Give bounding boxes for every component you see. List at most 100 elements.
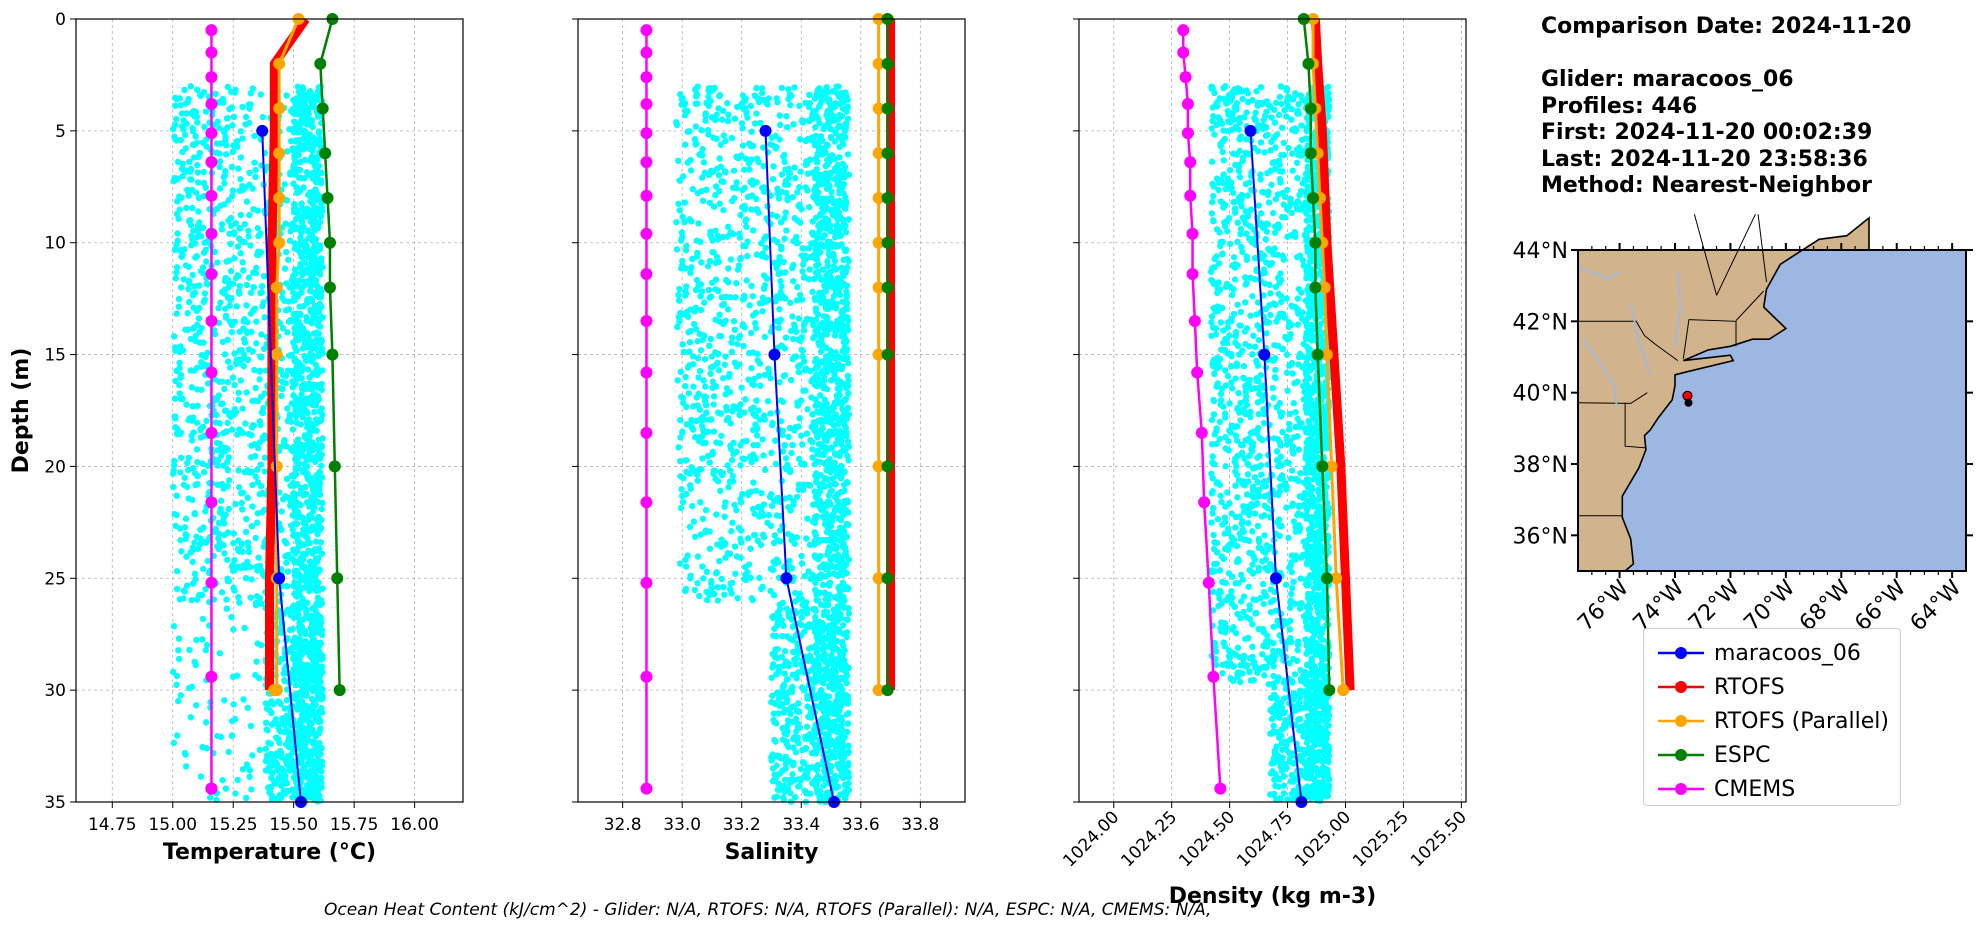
scatter-point — [255, 554, 262, 561]
scatter-point — [690, 383, 697, 390]
scatter-point — [185, 277, 193, 285]
scatter-point — [298, 691, 306, 699]
scatter-point — [216, 650, 224, 657]
scatter-point — [258, 289, 266, 296]
scatter-point — [316, 626, 324, 633]
scatter-point — [203, 258, 210, 265]
scatter-point — [707, 293, 715, 300]
scatter-point — [836, 143, 843, 151]
scatter-point — [296, 166, 304, 174]
scatter-point — [770, 591, 778, 599]
scatter-point — [172, 275, 179, 282]
scatter-point — [312, 768, 319, 775]
scatter-point — [221, 550, 228, 557]
x-tick-label: 15.00 — [148, 815, 197, 835]
scatter-point — [224, 556, 231, 563]
scatter-point — [301, 268, 308, 275]
scatter-point — [216, 124, 223, 132]
scatter-point — [699, 145, 706, 153]
scatter-point — [183, 204, 190, 212]
scatter-point — [729, 230, 737, 238]
scatter-point — [781, 151, 788, 159]
scatter-point — [806, 91, 813, 99]
scatter-point — [795, 368, 802, 376]
scatter-point — [806, 203, 813, 211]
scatter-point — [313, 419, 321, 427]
scatter-point — [183, 110, 190, 117]
scatter-point — [314, 246, 321, 253]
scatter-point — [781, 235, 788, 242]
scatter-point — [291, 355, 298, 362]
scatter-point — [785, 86, 792, 93]
scatter-point — [747, 545, 754, 552]
scatter-point — [787, 101, 794, 109]
scatter-point — [706, 342, 713, 350]
scatter-point — [296, 625, 304, 633]
scatter-point — [683, 457, 690, 464]
scatter-point — [714, 541, 721, 548]
scatter-point — [220, 542, 227, 549]
series-point-cmems — [205, 24, 218, 37]
scatter-point — [192, 289, 199, 297]
scatter-point — [302, 357, 310, 364]
scatter-point — [703, 568, 711, 576]
scatter-point — [314, 798, 321, 805]
scatter-point — [196, 91, 204, 99]
scatter-point — [172, 522, 179, 530]
scatter-point — [263, 726, 270, 733]
scatter-point — [743, 437, 750, 445]
scatter-point — [310, 269, 317, 276]
scatter-point — [229, 280, 237, 287]
scatter-point — [303, 734, 310, 741]
scatter-point — [793, 216, 801, 224]
scatter-point — [283, 697, 291, 704]
scatter-point — [189, 271, 196, 279]
scatter-point — [303, 499, 311, 506]
scatter-point — [297, 227, 304, 235]
scatter-point — [286, 502, 294, 509]
scatter-point — [178, 110, 186, 117]
scatter-point — [302, 745, 309, 753]
scatter-point — [231, 381, 238, 389]
scatter-point — [260, 273, 268, 280]
scatter-point — [224, 445, 231, 453]
scatter-point — [839, 184, 846, 191]
scatter-point — [283, 248, 290, 256]
scatter-point — [290, 582, 297, 590]
scatter-point — [306, 792, 313, 799]
scatter-point — [761, 466, 769, 474]
scatter-point — [302, 461, 309, 469]
scatter-point — [821, 282, 828, 289]
scatter-point — [716, 440, 724, 447]
scatter-point — [284, 329, 291, 336]
scatter-point — [298, 682, 305, 690]
scatter-point — [189, 496, 196, 504]
scatter-point — [682, 373, 689, 381]
scatter-point — [720, 206, 727, 214]
scatter-point — [673, 119, 680, 126]
scatter-point — [738, 384, 745, 391]
scatter-point — [203, 641, 211, 649]
scatter-point — [719, 375, 727, 382]
scatter-point — [243, 302, 250, 309]
scatter-point — [287, 316, 294, 324]
scatter-point — [291, 669, 298, 676]
scatter-point — [173, 732, 181, 739]
scatter-point — [221, 129, 228, 137]
scatter-point — [701, 299, 708, 306]
scatter-point — [751, 92, 758, 99]
scatter-point — [686, 523, 694, 531]
scatter-point — [267, 700, 274, 707]
scatter-point — [300, 768, 307, 775]
scatter-point — [203, 719, 210, 726]
scatter-point — [279, 371, 287, 379]
scatter-point — [839, 269, 846, 277]
scatter-point — [791, 427, 798, 434]
scatter-point — [832, 542, 840, 550]
scatter-point — [313, 191, 321, 198]
scatter-point — [255, 674, 263, 682]
scatter-point — [283, 686, 291, 693]
scatter-point — [677, 434, 684, 441]
scatter-point — [309, 370, 316, 378]
scatter-point — [230, 142, 237, 149]
